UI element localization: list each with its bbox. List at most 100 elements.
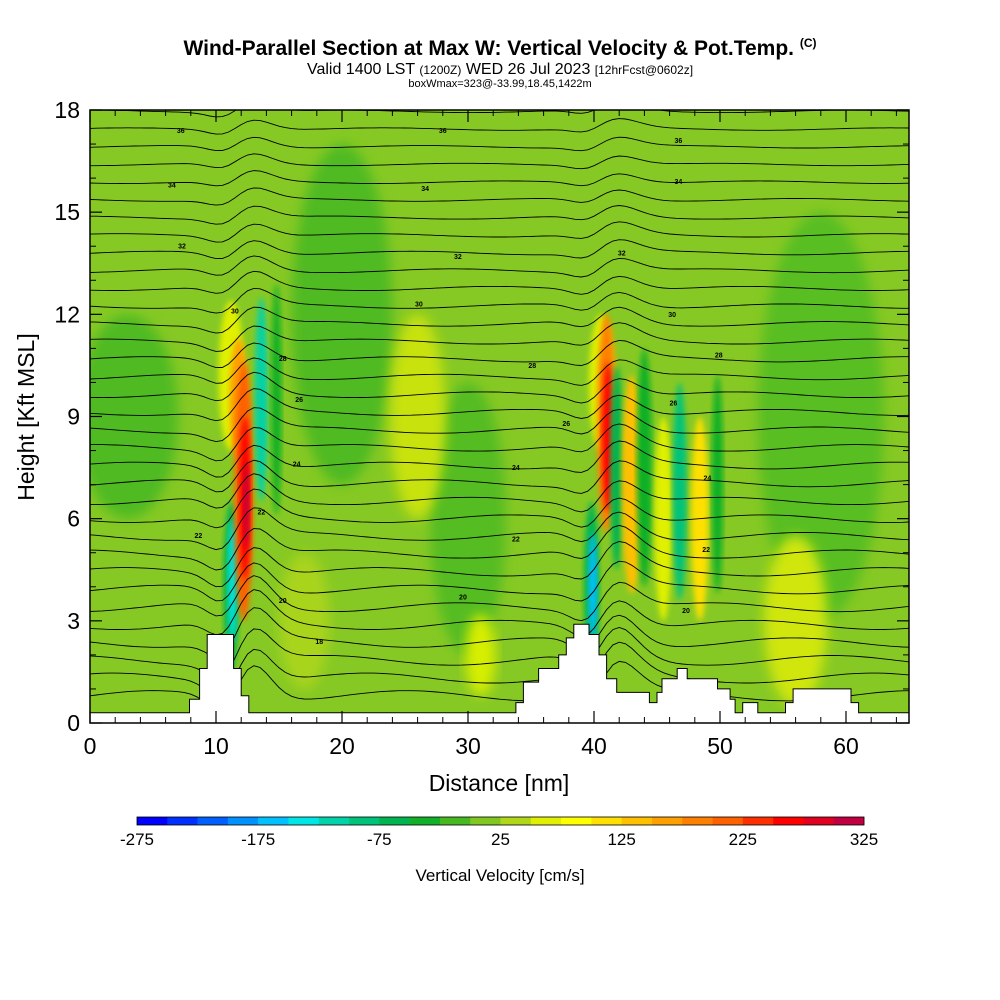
colorbar-swatch: [773, 817, 804, 825]
theta-label: 18: [315, 639, 323, 646]
x-axis-title: Distance [nm]: [429, 770, 570, 796]
colorbar-swatch: [227, 817, 259, 825]
theta-label: 28: [279, 356, 287, 363]
colorbar-swatch: [712, 817, 744, 825]
y-tick-label: 15: [54, 199, 80, 225]
theta-label: 22: [702, 547, 710, 554]
theta-isoline: [90, 440, 909, 478]
colorbar-swatch: [591, 817, 622, 825]
y-tick-label: 0: [67, 710, 80, 736]
velocity-blob: [672, 382, 687, 601]
theta-label: 22: [257, 509, 265, 516]
velocity-blob: [227, 518, 237, 642]
theta-label: 32: [454, 254, 462, 261]
colorbar-swatch: [379, 817, 410, 825]
velocity-blob: [389, 314, 446, 519]
velocity-blob: [764, 535, 828, 706]
theta-isoline: [90, 187, 909, 206]
colorbar-swatch: [470, 817, 501, 825]
theta-isoline: [90, 287, 909, 314]
colorbar-tick-label: -275: [120, 830, 154, 849]
theta-label: 30: [415, 302, 423, 309]
theta-label: 20: [279, 598, 287, 605]
theta-isoline: [90, 357, 909, 386]
theta-isoline: [90, 110, 909, 118]
velocity-blob: [654, 416, 673, 621]
theta-label: 20: [682, 608, 690, 615]
x-tick-label: 20: [329, 733, 355, 759]
colorbar-tick-label: 25: [491, 830, 510, 849]
theta-label: 34: [675, 179, 683, 186]
velocity-blob: [255, 297, 268, 502]
theta-isoline: [90, 221, 909, 243]
theta-label: 32: [178, 244, 186, 251]
theta-contours: [90, 110, 909, 711]
colorbar-swatch: [803, 817, 835, 825]
colorbar: -275 -175 -75 25 125 225 325: [120, 816, 878, 849]
y-tick-label: 6: [67, 506, 80, 532]
theta-isoline: [90, 488, 909, 529]
colorbar-swatch: [500, 817, 532, 825]
theta-isoline: [90, 560, 909, 602]
colorbar-tick-label: 325: [850, 830, 878, 849]
velocity-blob: [291, 144, 393, 485]
theta-isoline: [90, 423, 909, 462]
colorbar-title: Vertical Velocity [cm/s]: [415, 866, 584, 885]
theta-isoline: [90, 255, 909, 278]
theta-isoline: [90, 170, 909, 187]
box-info: boxWmax=323@-33.99,18.45,1422m: [408, 78, 592, 90]
velocity-blob: [243, 460, 250, 550]
colorbar-swatch: [439, 817, 471, 825]
colorbar-swatch: [651, 817, 683, 825]
theta-isoline: [90, 205, 909, 225]
theta-isoline: [90, 339, 909, 369]
chart-title: Wind-Parallel Section at Max W: Vertical…: [183, 36, 817, 60]
colorbar-swatch: [318, 817, 350, 825]
y-tick-label: 18: [54, 97, 80, 123]
colorbar-swatch: [258, 817, 289, 825]
theta-isoline: [90, 459, 909, 494]
x-tick-label: 30: [455, 733, 481, 759]
theta-isoline: [90, 589, 909, 637]
theta-isoline: [90, 541, 909, 588]
colorbar-swatch: [409, 817, 441, 825]
copyright-mark: (C): [799, 36, 817, 50]
theta-isoline: [90, 136, 909, 152]
velocity-blob: [588, 532, 598, 642]
velocity-blob: [757, 212, 884, 621]
theta-label: 28: [715, 353, 723, 360]
theta-isoline: [90, 322, 909, 352]
theta-label: 22: [512, 537, 520, 544]
x-tick-label: 50: [707, 733, 733, 759]
theta-label: 36: [675, 138, 683, 145]
theta-contour-labels: 36 36 36 34 34 34 32 32 32 30 30 30 28 28 28 26 26 26 24 24…: [168, 128, 723, 646]
theta-label: 36: [439, 128, 447, 135]
theta-label: 36: [177, 128, 185, 135]
colorbar-swatch: [137, 817, 168, 825]
theta-isoline: [90, 473, 909, 513]
colorbar-swatch: [833, 817, 865, 825]
theta-isoline: [90, 575, 909, 622]
theta-label: 26: [669, 400, 677, 407]
x-tick-label: 10: [203, 733, 229, 759]
theta-label: 30: [668, 312, 676, 319]
colorbar-tick-label: -75: [367, 830, 392, 849]
chart-subtitle: Valid 1400 LST (1200Z) WED 26 Jul 2023 […: [306, 61, 694, 78]
velocity-blob: [711, 375, 724, 594]
colorbar-swatch: [742, 817, 774, 825]
colorbar-tick-label: 225: [729, 830, 757, 849]
theta-label: 26: [562, 421, 570, 428]
colorbar-tick-label: 125: [607, 830, 635, 849]
colorbar-swatch: [167, 817, 198, 825]
theta-isoline: [90, 371, 909, 404]
theta-isoline: [90, 407, 909, 443]
y-tick-label: 12: [54, 301, 80, 327]
theta-isoline: [90, 524, 909, 571]
velocity-blob: [610, 365, 623, 570]
x-tick-label: 40: [581, 733, 607, 759]
theta-label: 34: [168, 182, 176, 189]
theta-isoline: [90, 239, 909, 260]
terrain-profile: [90, 623, 909, 723]
